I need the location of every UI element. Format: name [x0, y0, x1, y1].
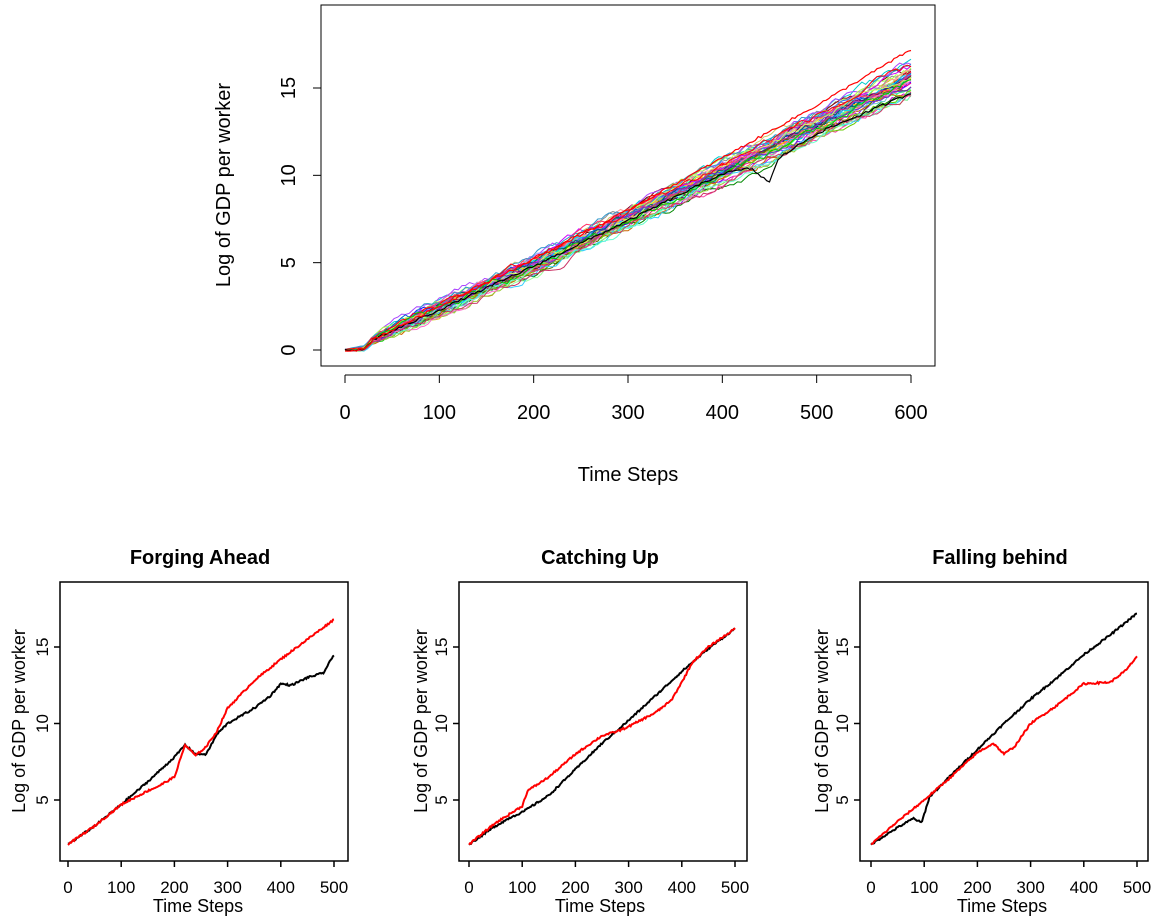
series-line-2: [468, 627, 736, 846]
x-axis: 0 100 200 300 400 500 600: [339, 374, 928, 424]
x-tick-label: 100: [107, 878, 135, 897]
y-axis-label: Log of GDP per worker: [411, 629, 431, 813]
x-axis-label: Time Steps: [957, 896, 1047, 916]
series-line-46: [344, 77, 912, 351]
y-axis-label: Log of GDP per worker: [9, 629, 29, 813]
x-tick-label: 500: [721, 878, 749, 897]
x-tick-label: 100: [423, 402, 456, 424]
falling-behind-chart: Falling behind 0 100 200 300 400 500 5 10 15 Ti…: [812, 547, 1151, 916]
y-tick-label: 10: [833, 714, 852, 733]
series-group: [870, 612, 1138, 846]
x-tick-label: 400: [1070, 878, 1098, 897]
y-tick-label: 10: [432, 714, 451, 733]
highlight-series-line-2: [344, 49, 912, 352]
x-axis-label: Time Steps: [153, 896, 243, 916]
x-tick-label: 200: [517, 402, 550, 424]
x-tick-label: 200: [160, 878, 188, 897]
series-group: [67, 618, 335, 846]
chart-title: Catching Up: [541, 547, 659, 569]
plot-frame: [59, 581, 349, 862]
x-axis-label: Time Steps: [578, 464, 678, 486]
chart-title: Falling behind: [932, 547, 1068, 569]
x-tick-label: 500: [1123, 878, 1151, 897]
series-line-43: [344, 64, 912, 350]
forging-ahead-chart: Forging Ahead 0 100 200 300 400 500 5 10 15 Tim…: [9, 547, 349, 916]
x-tick-label: 500: [800, 402, 833, 424]
series-group: [468, 627, 736, 846]
y-tick-label: 5: [432, 795, 451, 804]
x-tick-label: 300: [213, 878, 241, 897]
x-tick-label: 0: [339, 402, 350, 424]
chart-title: Forging Ahead: [130, 547, 270, 569]
y-tick-label: 5: [33, 795, 52, 804]
x-tick-label: 300: [614, 878, 642, 897]
y-tick-label: 0: [278, 344, 300, 355]
x-tick-label: 0: [866, 878, 875, 897]
x-tick-label: 0: [464, 878, 473, 897]
y-tick-label: 15: [33, 638, 52, 657]
x-tick-label: 400: [706, 402, 739, 424]
x-axis-label: Time Steps: [555, 896, 645, 916]
series-line-2: [870, 655, 1138, 845]
x-tick-label: 400: [668, 878, 696, 897]
highlight-series-line-1: [344, 93, 912, 352]
plot-frame: [458, 581, 748, 862]
main-chart: 0 100 200 300 400 500 600 0 5 10 15 Time Steps Lo…: [213, 4, 936, 486]
x-tick-label: 500: [320, 878, 348, 897]
x-tick-label: 200: [963, 878, 991, 897]
y-tick-label: 15: [833, 638, 852, 657]
series-line-50: [344, 79, 912, 351]
x-tick-label: 600: [894, 402, 927, 424]
plot-frame: [859, 581, 1149, 862]
y-tick-label: 5: [833, 795, 852, 804]
plot-frame: [320, 4, 936, 367]
x-tick-label: 300: [611, 402, 644, 424]
y-tick-label: 5: [278, 257, 300, 268]
x-tick-label: 300: [1016, 878, 1044, 897]
y-tick-label: 15: [432, 638, 451, 657]
y-axis-label: Log of GDP per worker: [213, 83, 235, 288]
y-axis: 5 10 15: [33, 638, 60, 805]
x-tick-label: 400: [267, 878, 295, 897]
x-tick-label: 200: [561, 878, 589, 897]
x-axis: 0 100 200 300 400 500: [464, 861, 749, 897]
y-axis-label: Log of GDP per worker: [812, 629, 832, 813]
x-tick-label: 100: [910, 878, 938, 897]
y-tick-label: 10: [278, 164, 300, 186]
x-axis: 0 100 200 300 400 500: [866, 861, 1151, 897]
x-tick-label: 100: [508, 878, 536, 897]
y-axis: 0 5 10 15: [278, 77, 322, 356]
x-axis: 0 100 200 300 400 500: [63, 861, 348, 897]
series-line-34: [344, 92, 912, 352]
x-tick-label: 0: [63, 878, 72, 897]
y-axis: 5 10 15: [833, 638, 860, 805]
main-series-group: [344, 49, 912, 352]
y-tick-label: 15: [278, 77, 300, 99]
series-line-47: [344, 86, 912, 351]
y-axis: 5 10 15: [432, 638, 459, 805]
catching-up-chart: Catching Up 0 100 200 300 400 500 5 10 15 Time …: [411, 547, 749, 916]
series-line-2: [67, 618, 335, 846]
y-tick-label: 10: [33, 714, 52, 733]
series-line-1: [870, 612, 1138, 846]
